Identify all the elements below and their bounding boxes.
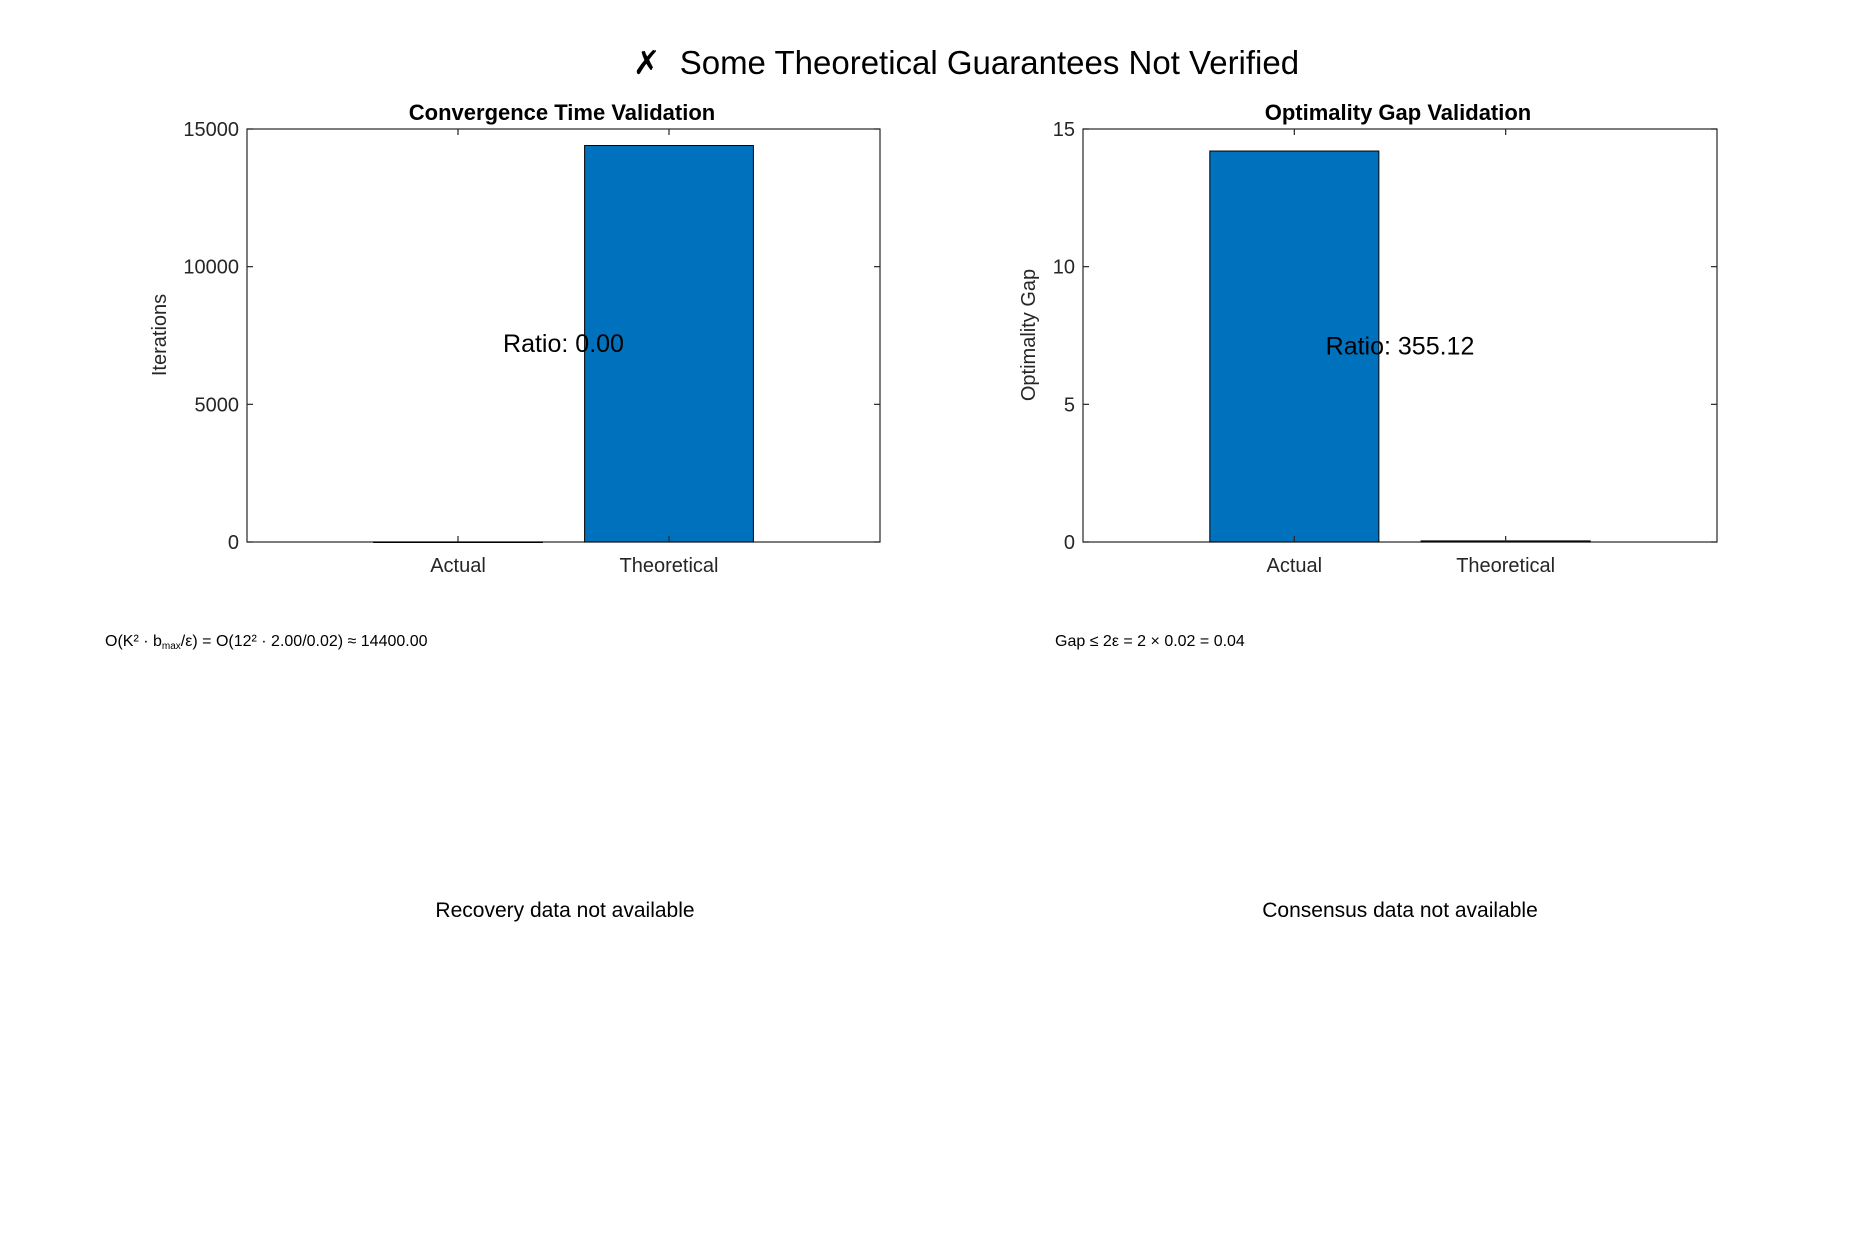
x-tick-label: Theoretical <box>620 555 719 577</box>
ratio-annotation: Ratio: 355.12 <box>1326 333 1475 361</box>
x-tick-label: Actual <box>1267 555 1323 577</box>
chart-title: Convergence Time Validation <box>409 100 715 125</box>
figure-title: ✗ Some Theoretical Guarantees Not Verifi… <box>633 44 1299 81</box>
formula-prefix: O(K² · b <box>105 633 162 650</box>
y-tick-label: 5000 <box>195 394 240 416</box>
convergence-formula-note: O(K² · bmax/ε) = O(12² · 2.00/0.02) ≈ 14… <box>105 633 428 652</box>
optimality-gap-chart: Optimality Gap Validation Optimality Gap… <box>1018 100 1718 577</box>
chart-title: Optimality Gap Validation <box>1265 100 1532 125</box>
x-tick-label: Theoretical <box>1456 555 1555 577</box>
y-tick-label: 10000 <box>183 257 239 279</box>
y-axis-label: Iterations <box>149 294 171 376</box>
y-axis-label: Optimality Gap <box>1018 269 1040 401</box>
bar-actual <box>373 541 543 543</box>
y-tick-label: 15000 <box>183 119 239 141</box>
y-tick-label: 10 <box>1053 257 1075 279</box>
bar-actual <box>1209 150 1380 543</box>
plot-area-box <box>246 128 881 543</box>
x-tick-label: Actual <box>430 555 486 577</box>
y-tick-label: 0 <box>228 532 239 554</box>
y-tick-label: 0 <box>1064 532 1075 554</box>
recovery-unavailable-message: Recovery data not available <box>435 899 695 922</box>
ratio-annotation: Ratio: 0.00 <box>503 330 624 358</box>
formula-suffix: /ε) = O(12² · 2.00/0.02) ≈ 14400.00 <box>180 633 428 650</box>
y-tick-label: 5 <box>1064 394 1075 416</box>
plot-area-box <box>1082 128 1718 543</box>
consensus-unavailable-message: Consensus data not available <box>1262 899 1538 922</box>
bar-theoretical <box>584 145 754 543</box>
x-mark-icon: ✗ <box>633 44 661 81</box>
formula-subscript: max <box>161 641 181 652</box>
figure-title-text: Some Theoretical Guarantees Not Verified <box>680 44 1299 81</box>
convergence-time-chart: Convergence Time Validation Iterations 0… <box>149 100 881 577</box>
y-tick-label: 15 <box>1053 119 1075 141</box>
optimality-formula-note: Gap ≤ 2ε = 2 × 0.02 = 0.04 <box>1055 633 1245 650</box>
